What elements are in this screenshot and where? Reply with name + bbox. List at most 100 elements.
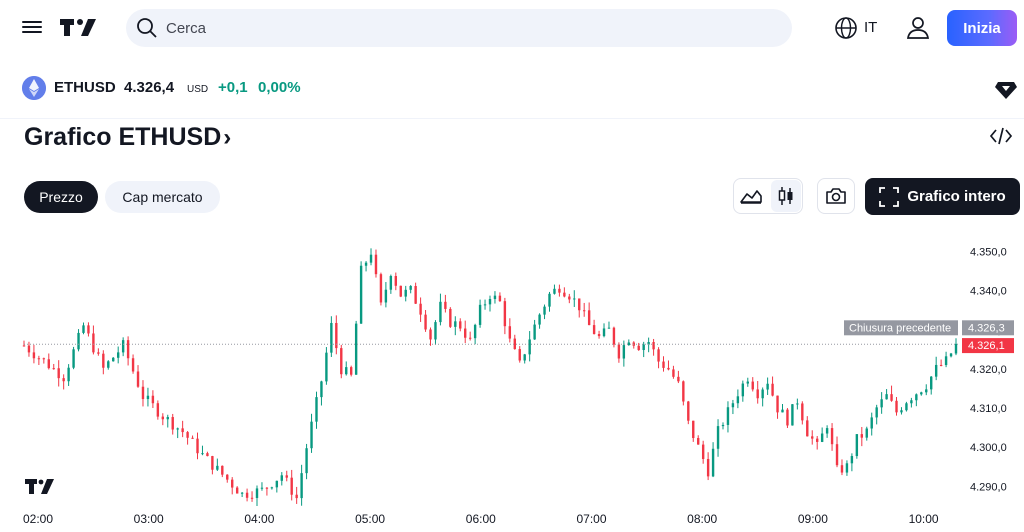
candle: [325, 347, 328, 385]
area-chart-button[interactable]: [735, 180, 767, 212]
candle: [736, 389, 740, 409]
divider: [0, 118, 1024, 119]
candle: [42, 357, 46, 364]
candle: [349, 365, 353, 377]
candle: [240, 491, 244, 498]
candle: [563, 287, 566, 298]
user-icon[interactable]: [905, 15, 931, 41]
y-tick-label: 4.350,0: [970, 247, 1007, 259]
candle: [136, 365, 140, 388]
candle: [245, 488, 249, 502]
chart-type-group: [733, 178, 803, 214]
candle: [429, 327, 432, 346]
ethereum-icon: [22, 76, 46, 100]
fullscreen-chart-button[interactable]: Grafico intero: [865, 178, 1020, 215]
candle: [761, 387, 764, 407]
candle: [57, 360, 60, 387]
candle: [662, 356, 665, 372]
candle: [597, 330, 601, 339]
candle: [870, 412, 873, 436]
candle: [478, 299, 482, 328]
search-input[interactable]: [164, 18, 768, 38]
candle-chart-button[interactable]: [771, 180, 801, 212]
candle: [578, 298, 581, 318]
code-embed-icon[interactable]: [990, 126, 1012, 146]
tradingview-watermark: [25, 479, 54, 494]
page-title-text: Grafico ETHUSD: [24, 123, 222, 151]
start-button[interactable]: Inizia: [947, 10, 1017, 46]
candle: [622, 340, 626, 367]
candle: [47, 353, 50, 370]
candle: [434, 320, 437, 345]
candle: [930, 375, 933, 395]
candle: [939, 359, 943, 367]
candle: [82, 322, 85, 335]
tab-market-cap[interactable]: Cap mercato: [105, 181, 220, 213]
y-tick-label: 4.300,0: [970, 442, 1007, 454]
candle: [731, 399, 735, 415]
x-tick-label: 02:00: [23, 512, 53, 526]
candle: [582, 302, 586, 317]
candle: [389, 274, 393, 294]
candle: [657, 347, 660, 369]
candle: [920, 391, 923, 396]
diamond-icon[interactable]: [994, 76, 1018, 100]
candle: [300, 464, 303, 506]
y-tick-label: 4.340,0: [970, 286, 1007, 298]
page-title[interactable]: Grafico ETHUSD›: [24, 123, 231, 152]
candle: [126, 336, 130, 366]
candle: [255, 485, 259, 506]
candle: [270, 486, 274, 490]
candle: [330, 316, 333, 357]
candle: [92, 325, 95, 355]
search-bar[interactable]: [126, 9, 792, 47]
candle: [131, 354, 135, 374]
candle: [781, 403, 784, 413]
candle: [602, 323, 606, 338]
candle: [285, 470, 288, 482]
candle: [652, 338, 655, 356]
candle: [449, 307, 452, 329]
symbol-ticker[interactable]: ETHUSD: [54, 79, 116, 96]
price-change-percent: 0,00%: [258, 79, 301, 96]
candle: [855, 434, 859, 459]
candle: [513, 334, 516, 350]
candle: [840, 459, 844, 476]
candle: [558, 284, 561, 297]
candle: [553, 284, 556, 295]
candle: [880, 392, 883, 414]
candle: [900, 407, 903, 415]
candle: [335, 315, 338, 355]
candle: [295, 486, 298, 504]
language-selector[interactable]: IT: [864, 19, 878, 36]
candle: [548, 291, 551, 312]
tab-price[interactable]: Prezzo: [24, 181, 98, 213]
tradingview-logo[interactable]: [58, 16, 98, 38]
candle: [592, 319, 596, 335]
menu-icon[interactable]: [22, 18, 42, 36]
candle: [508, 318, 512, 343]
candle: [305, 443, 308, 480]
candle: [112, 357, 115, 362]
candle: [830, 423, 834, 451]
price-chart[interactable]: 4.350,04.340,04.330,04.320,04.310,04.300…: [0, 226, 1024, 532]
previous-close-tag: Chiusura precedente 4.326,3: [844, 320, 1014, 336]
previous-close-value: 4.326,3: [968, 322, 1005, 334]
candle: [146, 387, 150, 407]
x-tick-label: 06:00: [466, 512, 496, 526]
candle: [231, 477, 234, 495]
candle: [915, 393, 918, 407]
candle: [587, 302, 591, 326]
candle: [642, 341, 645, 358]
candle: [533, 319, 536, 340]
candle: [419, 297, 422, 322]
candle: [568, 293, 571, 304]
candle: [216, 458, 219, 471]
candle: [825, 425, 829, 438]
x-tick-label: 08:00: [687, 512, 717, 526]
globe-icon[interactable]: [834, 16, 858, 40]
snapshot-button[interactable]: [817, 178, 855, 214]
candle: [493, 291, 497, 304]
candle: [632, 341, 635, 349]
candle: [394, 272, 398, 291]
